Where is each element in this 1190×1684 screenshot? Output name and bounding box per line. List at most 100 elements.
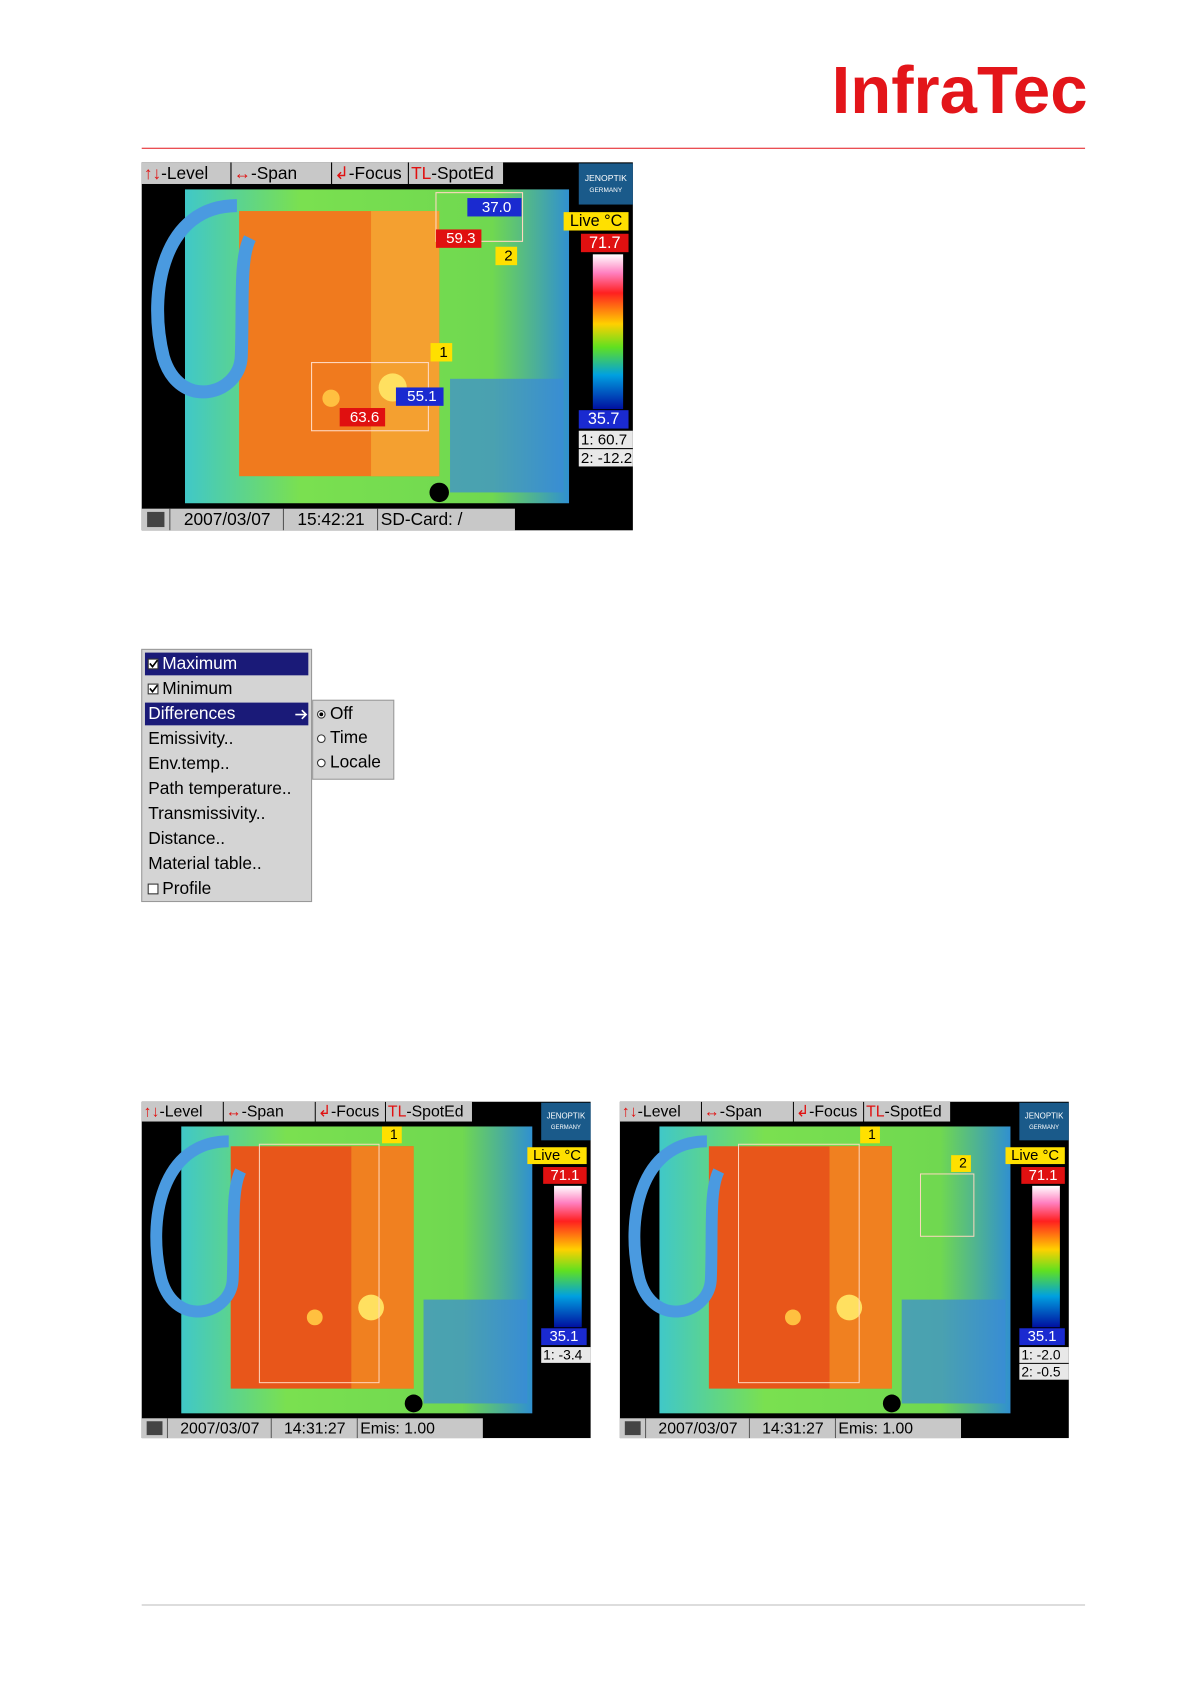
colorbar (1032, 1185, 1060, 1328)
toolbar-text: ↑↓-Level (144, 163, 208, 183)
mode-box (527, 1147, 587, 1165)
mode: Live °C (570, 212, 623, 230)
min-box (578, 410, 629, 429)
toolbar-text: ↔-Span (234, 163, 297, 183)
toolbar-text: ↔-Span (226, 1104, 284, 1121)
toolbar-label: -Level (161, 163, 208, 183)
brand-country: GERMANY (589, 187, 622, 194)
status-text: 2007/03/07 (658, 1420, 737, 1437)
toolbar-item (701, 1101, 793, 1122)
cable (151, 199, 256, 399)
board-strip (351, 1146, 414, 1389)
colorbar (592, 254, 624, 410)
scale-min: 35.1 (549, 1329, 578, 1345)
toolbar-label: -Focus (349, 163, 402, 183)
submenu-item[interactable]: Off (330, 703, 353, 723)
toolbar-label: -SpotEd (431, 163, 493, 183)
camera-screen: ↑↓-Level ↔-Span ↲-Focus TL-SpotEd JENOPTIK GE… (619, 1101, 1069, 1439)
toolbar-text: TL-SpotEd (411, 163, 494, 183)
status-text: 15:42:21 (297, 509, 364, 529)
max-box (580, 233, 629, 253)
menu-item[interactable]: Material table.. (148, 853, 261, 873)
min-box (541, 1328, 587, 1346)
status-text: 2007/03/07 (180, 1420, 259, 1437)
toolbar-item (332, 162, 408, 184)
brand-country: GERMANY (551, 1125, 581, 1131)
marker-box (435, 229, 482, 248)
marker-label: 55.1 (407, 388, 436, 405)
menu-item[interactable]: Path temperature.. (148, 778, 291, 798)
toolbar-key: ↲ (796, 1104, 809, 1121)
status-text: 2007/03/07 (184, 509, 271, 529)
toolbar-label: -Focus (331, 1104, 379, 1121)
logo: InfraTec (832, 53, 1088, 128)
menu-item[interactable]: Transmissivity.. (148, 803, 265, 823)
toolbar-text: ↲-Focus (318, 1104, 380, 1121)
marker-box (430, 343, 453, 362)
marker-box (381, 1126, 402, 1144)
menu-item[interactable]: Distance.. (148, 828, 225, 848)
menu-highlight (144, 652, 309, 676)
menu-highlight (144, 702, 309, 726)
menu-item[interactable]: Maximum (162, 653, 237, 673)
min-box (1019, 1328, 1065, 1346)
toolbar-item (619, 1101, 701, 1122)
mode-box (563, 212, 629, 231)
toolbar-key: ↲ (318, 1104, 331, 1121)
status-text: 14:31:27 (762, 1420, 824, 1437)
toolbar-item (141, 1101, 223, 1122)
submenu-arrow (295, 709, 308, 720)
toolbar-key: ↑↓ (144, 163, 161, 183)
menu-item[interactable]: Differences (148, 703, 236, 723)
hot-spot (358, 1294, 384, 1321)
marker-box (339, 408, 386, 427)
toolbar-key: TL (411, 163, 432, 183)
submenu-item[interactable]: Locale (330, 752, 381, 772)
hot-spot (306, 1309, 323, 1326)
menu-item[interactable]: Minimum (162, 678, 232, 698)
submenu-panel (312, 699, 395, 780)
mode: Live °C (533, 1148, 581, 1164)
status-text: SD-Card: / (381, 509, 463, 529)
marker-label: 59.3 (446, 230, 475, 247)
mode: Live °C (1011, 1148, 1059, 1164)
hot-spot (836, 1294, 863, 1321)
menu-item[interactable]: Emissivity.. (148, 728, 233, 748)
disk-icon (146, 1421, 163, 1436)
menu-panel (141, 648, 313, 903)
marker-label: 1 (390, 1126, 398, 1142)
readout: 1: -3.4 (543, 1347, 583, 1363)
scale-min: 35.7 (588, 410, 620, 428)
toolbar-item (793, 1101, 864, 1122)
menu-item[interactable]: Profile (162, 878, 211, 898)
toolbar-label: -Span (251, 163, 297, 183)
marker-label: 1 (439, 344, 447, 361)
toolbar-item (231, 162, 332, 184)
status-bar (141, 1418, 483, 1439)
submenu-item[interactable]: Time (330, 727, 368, 747)
toolbar-key: ↑↓ (144, 1104, 160, 1121)
brand-name: JENOPTIK (547, 1112, 586, 1121)
toolbar-label: -Level (638, 1104, 681, 1121)
toolbar-item (141, 162, 231, 184)
readout: 2: -0.5 (1021, 1363, 1061, 1379)
checkmark (149, 659, 159, 668)
roi (738, 1143, 860, 1384)
roi (919, 1173, 975, 1237)
board-strip (829, 1146, 892, 1389)
board-cool (901, 1299, 1006, 1404)
brand-name: JENOPTIK (1025, 1112, 1064, 1121)
cable (628, 1135, 725, 1318)
toolbar-item (223, 1101, 315, 1122)
brand-box (1019, 1102, 1069, 1141)
marker-label: 37.0 (482, 199, 511, 216)
readout-box (541, 1347, 591, 1363)
marker-label: 2 (504, 247, 512, 264)
readout: 1: -2.0 (1021, 1347, 1061, 1363)
toolbar-text: ↲-Focus (334, 163, 402, 183)
cable (150, 1135, 247, 1318)
menu-item[interactable]: Env.temp.. (148, 753, 229, 773)
marker-box (860, 1126, 880, 1144)
brand-country: GERMANY (1029, 1125, 1059, 1131)
toolbar-label: -SpotEd (406, 1104, 463, 1121)
